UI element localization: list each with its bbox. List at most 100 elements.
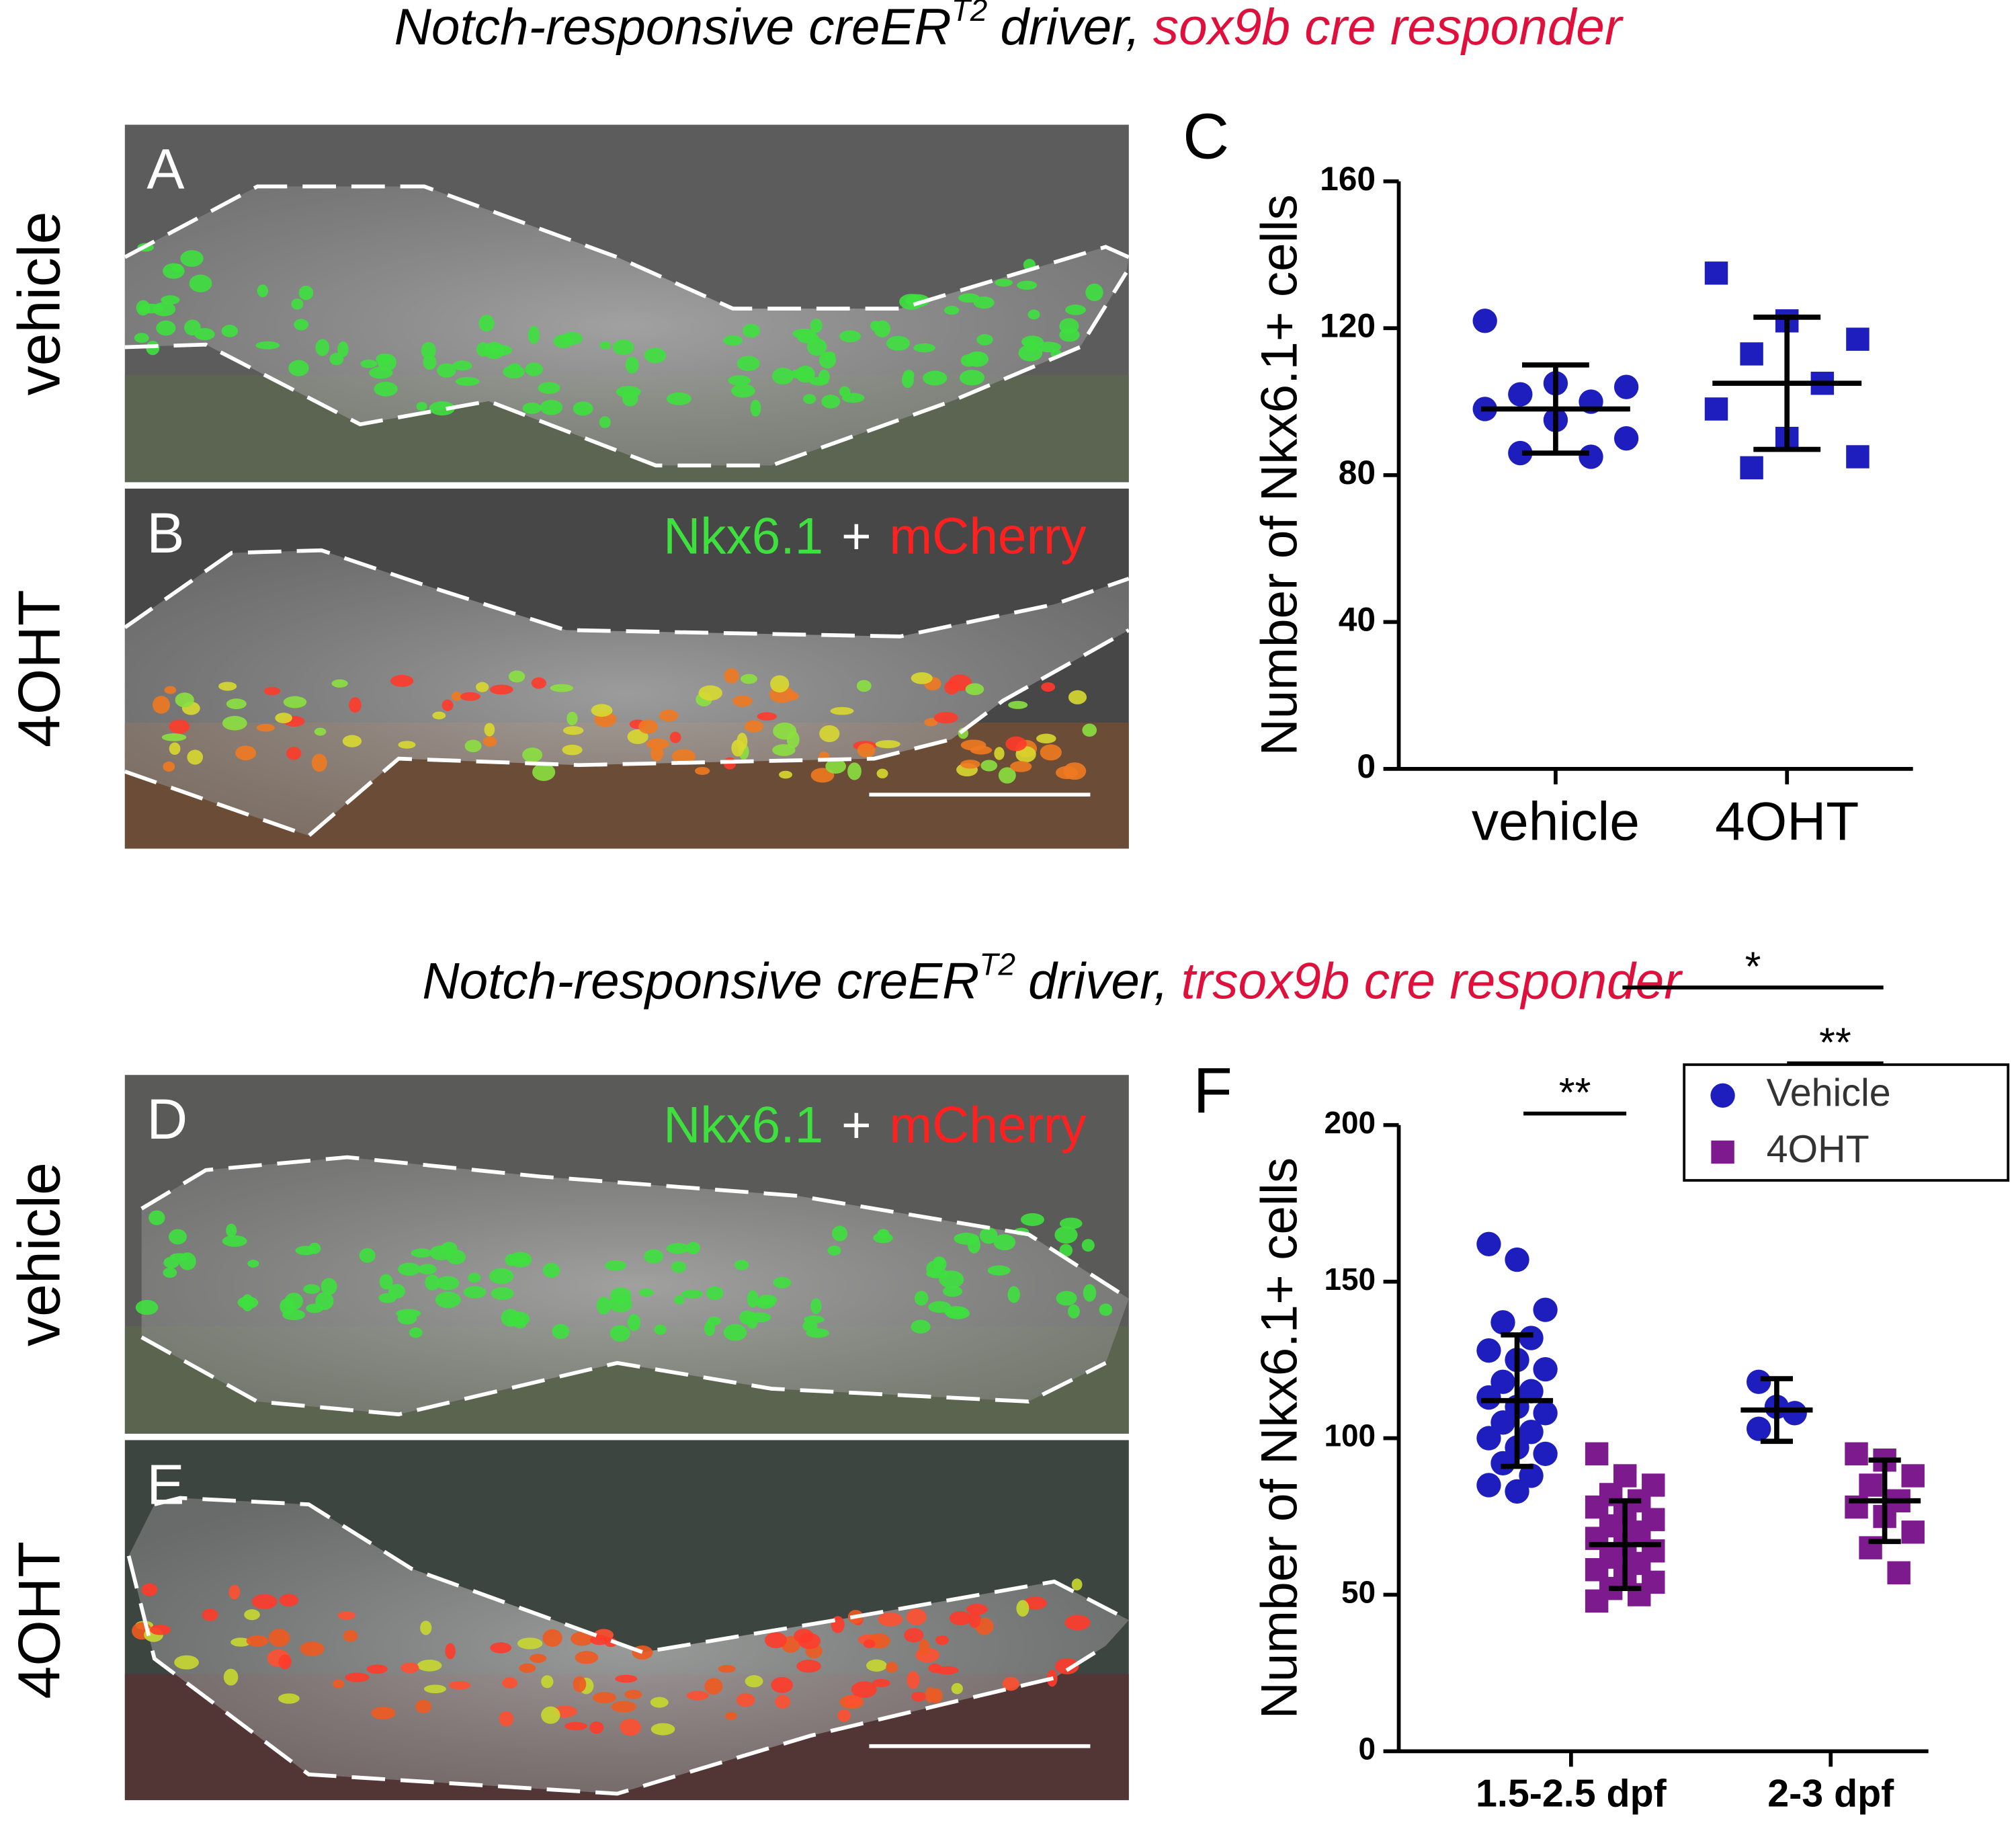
cell bbox=[830, 706, 854, 715]
cell bbox=[745, 720, 763, 733]
cell bbox=[948, 674, 972, 692]
cell bbox=[958, 293, 980, 303]
cell bbox=[886, 335, 911, 351]
cell bbox=[646, 738, 670, 749]
cell bbox=[575, 1651, 599, 1664]
stain-plus: + bbox=[841, 508, 872, 565]
cell bbox=[666, 392, 691, 405]
data-point bbox=[1740, 342, 1763, 366]
cell bbox=[771, 1676, 793, 1693]
cell bbox=[180, 250, 204, 267]
cell bbox=[528, 325, 540, 344]
outline bbox=[124, 548, 1130, 639]
cell bbox=[627, 729, 648, 744]
cell bbox=[612, 339, 634, 356]
cell bbox=[222, 1235, 247, 1247]
data-point bbox=[1505, 1479, 1529, 1504]
data-point bbox=[1519, 1463, 1544, 1488]
cell bbox=[163, 761, 175, 772]
cell bbox=[522, 402, 542, 414]
cell bbox=[659, 709, 679, 722]
cell bbox=[929, 1688, 943, 1703]
cell bbox=[928, 1663, 942, 1673]
cell bbox=[856, 680, 872, 692]
data-point bbox=[1740, 456, 1763, 480]
data-point bbox=[1490, 1369, 1515, 1394]
cell bbox=[169, 1253, 190, 1261]
cell bbox=[589, 1721, 604, 1734]
outline bbox=[124, 628, 1130, 838]
data-point bbox=[1472, 309, 1497, 333]
cell bbox=[980, 760, 998, 772]
data-point bbox=[1585, 1442, 1609, 1466]
data-point bbox=[1508, 382, 1533, 407]
cell bbox=[743, 323, 760, 338]
cell bbox=[1083, 1284, 1097, 1302]
cell bbox=[911, 1691, 926, 1702]
cell bbox=[979, 1227, 998, 1244]
cell bbox=[969, 352, 983, 366]
title-red: trsox9b cre responder bbox=[1181, 953, 1684, 1010]
cell bbox=[650, 1723, 675, 1736]
cell bbox=[666, 1243, 690, 1254]
cell bbox=[724, 667, 739, 684]
cell bbox=[541, 1706, 560, 1724]
cell bbox=[156, 320, 176, 336]
cell bbox=[294, 319, 309, 331]
cell bbox=[933, 712, 958, 724]
cell bbox=[847, 762, 862, 780]
cell bbox=[298, 286, 314, 300]
cell bbox=[279, 1594, 299, 1607]
data-point bbox=[1533, 1441, 1558, 1467]
cell bbox=[810, 318, 823, 333]
cell bbox=[976, 334, 993, 345]
cell bbox=[951, 1682, 963, 1695]
tissue bbox=[124, 550, 1129, 836]
data-point bbox=[1901, 1520, 1925, 1544]
cell bbox=[300, 1641, 325, 1656]
cell bbox=[919, 1639, 930, 1656]
cell bbox=[1036, 341, 1061, 353]
cell bbox=[291, 298, 304, 310]
cell bbox=[508, 670, 526, 683]
cell bbox=[288, 360, 309, 376]
cell bbox=[809, 376, 829, 386]
cell bbox=[163, 1267, 177, 1278]
cell bbox=[522, 747, 543, 763]
cell bbox=[644, 1249, 664, 1264]
cell bbox=[1040, 744, 1062, 761]
data-point bbox=[1490, 1451, 1515, 1476]
data-point bbox=[1704, 261, 1728, 285]
cell bbox=[251, 1594, 278, 1609]
cell bbox=[421, 341, 436, 360]
cell bbox=[409, 1327, 423, 1338]
cell bbox=[704, 1678, 723, 1695]
data-point bbox=[1533, 1297, 1558, 1322]
cell bbox=[970, 745, 993, 755]
cell bbox=[627, 1313, 641, 1332]
stain-red: mCherry bbox=[889, 508, 1087, 565]
cell bbox=[1018, 344, 1043, 362]
cell bbox=[235, 745, 257, 761]
stain-green: Nkx6.1 bbox=[663, 508, 823, 565]
cell bbox=[360, 359, 378, 368]
cell bbox=[671, 749, 696, 764]
data-point bbox=[1613, 374, 1639, 399]
cell bbox=[933, 1256, 947, 1272]
panel-letter: B bbox=[146, 501, 184, 565]
cell bbox=[321, 1278, 337, 1295]
data-point bbox=[1846, 445, 1870, 469]
cell bbox=[223, 1668, 239, 1686]
cell bbox=[644, 348, 667, 364]
cell bbox=[411, 1248, 433, 1258]
cell bbox=[1081, 1239, 1095, 1252]
cell bbox=[959, 370, 985, 386]
cell bbox=[359, 1248, 376, 1263]
cell bbox=[342, 735, 362, 747]
cell bbox=[552, 1324, 570, 1340]
cell bbox=[423, 1684, 446, 1694]
cell bbox=[707, 1316, 721, 1326]
cell bbox=[615, 1674, 638, 1683]
data-point bbox=[1476, 1338, 1501, 1363]
cell bbox=[463, 1286, 487, 1299]
